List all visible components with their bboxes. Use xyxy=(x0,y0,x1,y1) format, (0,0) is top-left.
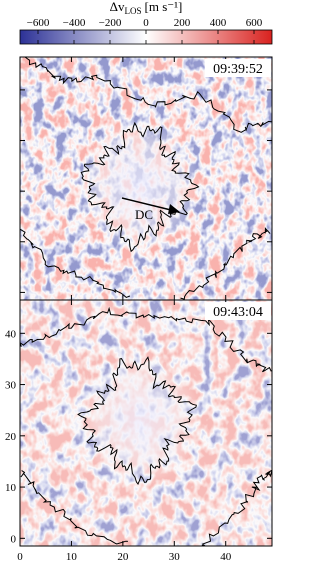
colorbar-tick-label: −400 xyxy=(63,17,86,29)
doppler-map xyxy=(20,57,272,300)
colorbar-tick-label: 0 xyxy=(143,17,149,29)
x-tick-label: 20 xyxy=(117,551,129,563)
umbra-contour xyxy=(77,356,197,485)
annotation: DC xyxy=(135,207,153,222)
timestamp-box xyxy=(205,59,271,77)
y-tick-label: 20 xyxy=(5,431,17,443)
arrow-shaft xyxy=(121,197,176,212)
y-tick-label: 10 xyxy=(5,482,17,494)
x-tick-label: 10 xyxy=(66,551,78,563)
subscript: LOS xyxy=(125,6,142,16)
penumbra-contour xyxy=(24,57,272,133)
y-tick-label: 40 xyxy=(5,328,17,340)
penumbra-contour xyxy=(201,469,272,546)
umbra xyxy=(80,120,200,250)
x-tick-label: 40 xyxy=(220,551,232,563)
colorbar-tick-label: 400 xyxy=(210,17,227,29)
penumbra-contour xyxy=(20,228,131,298)
x-tick-label: 30 xyxy=(169,551,181,563)
figure: ΔvLOS [m s⁻¹] −600 −400 −200 0 200 400 60009:39… xyxy=(5,0,273,563)
symbol: Δv xyxy=(110,0,125,14)
colorbar-tick-label: −200 xyxy=(99,17,122,29)
penumbra-contour xyxy=(180,227,271,300)
colorbar-tick-label: 200 xyxy=(174,17,191,29)
panel-frame xyxy=(19,299,273,547)
timestamp: 09:39:52 xyxy=(213,62,263,77)
doppler-map xyxy=(20,300,272,546)
arrow-head xyxy=(168,204,180,214)
penumbra-contour xyxy=(20,470,128,545)
umbra-contour xyxy=(80,121,200,253)
x-tick-label: 0 xyxy=(17,551,23,563)
colorbar-label: ΔvLOS [m s⁻¹] xyxy=(110,0,183,16)
colorbar-tick-label: 600 xyxy=(246,17,263,29)
timestamp: 09:43:04 xyxy=(213,305,263,320)
penumbra-contour xyxy=(20,306,272,373)
y-tick-label: 0 xyxy=(11,533,17,545)
y-tick-label: 30 xyxy=(5,380,17,392)
unit: [m s⁻¹] xyxy=(145,0,183,14)
umbra xyxy=(80,355,200,485)
colorbar-tick-label: −600 xyxy=(27,17,50,29)
timestamp-box xyxy=(205,302,271,320)
